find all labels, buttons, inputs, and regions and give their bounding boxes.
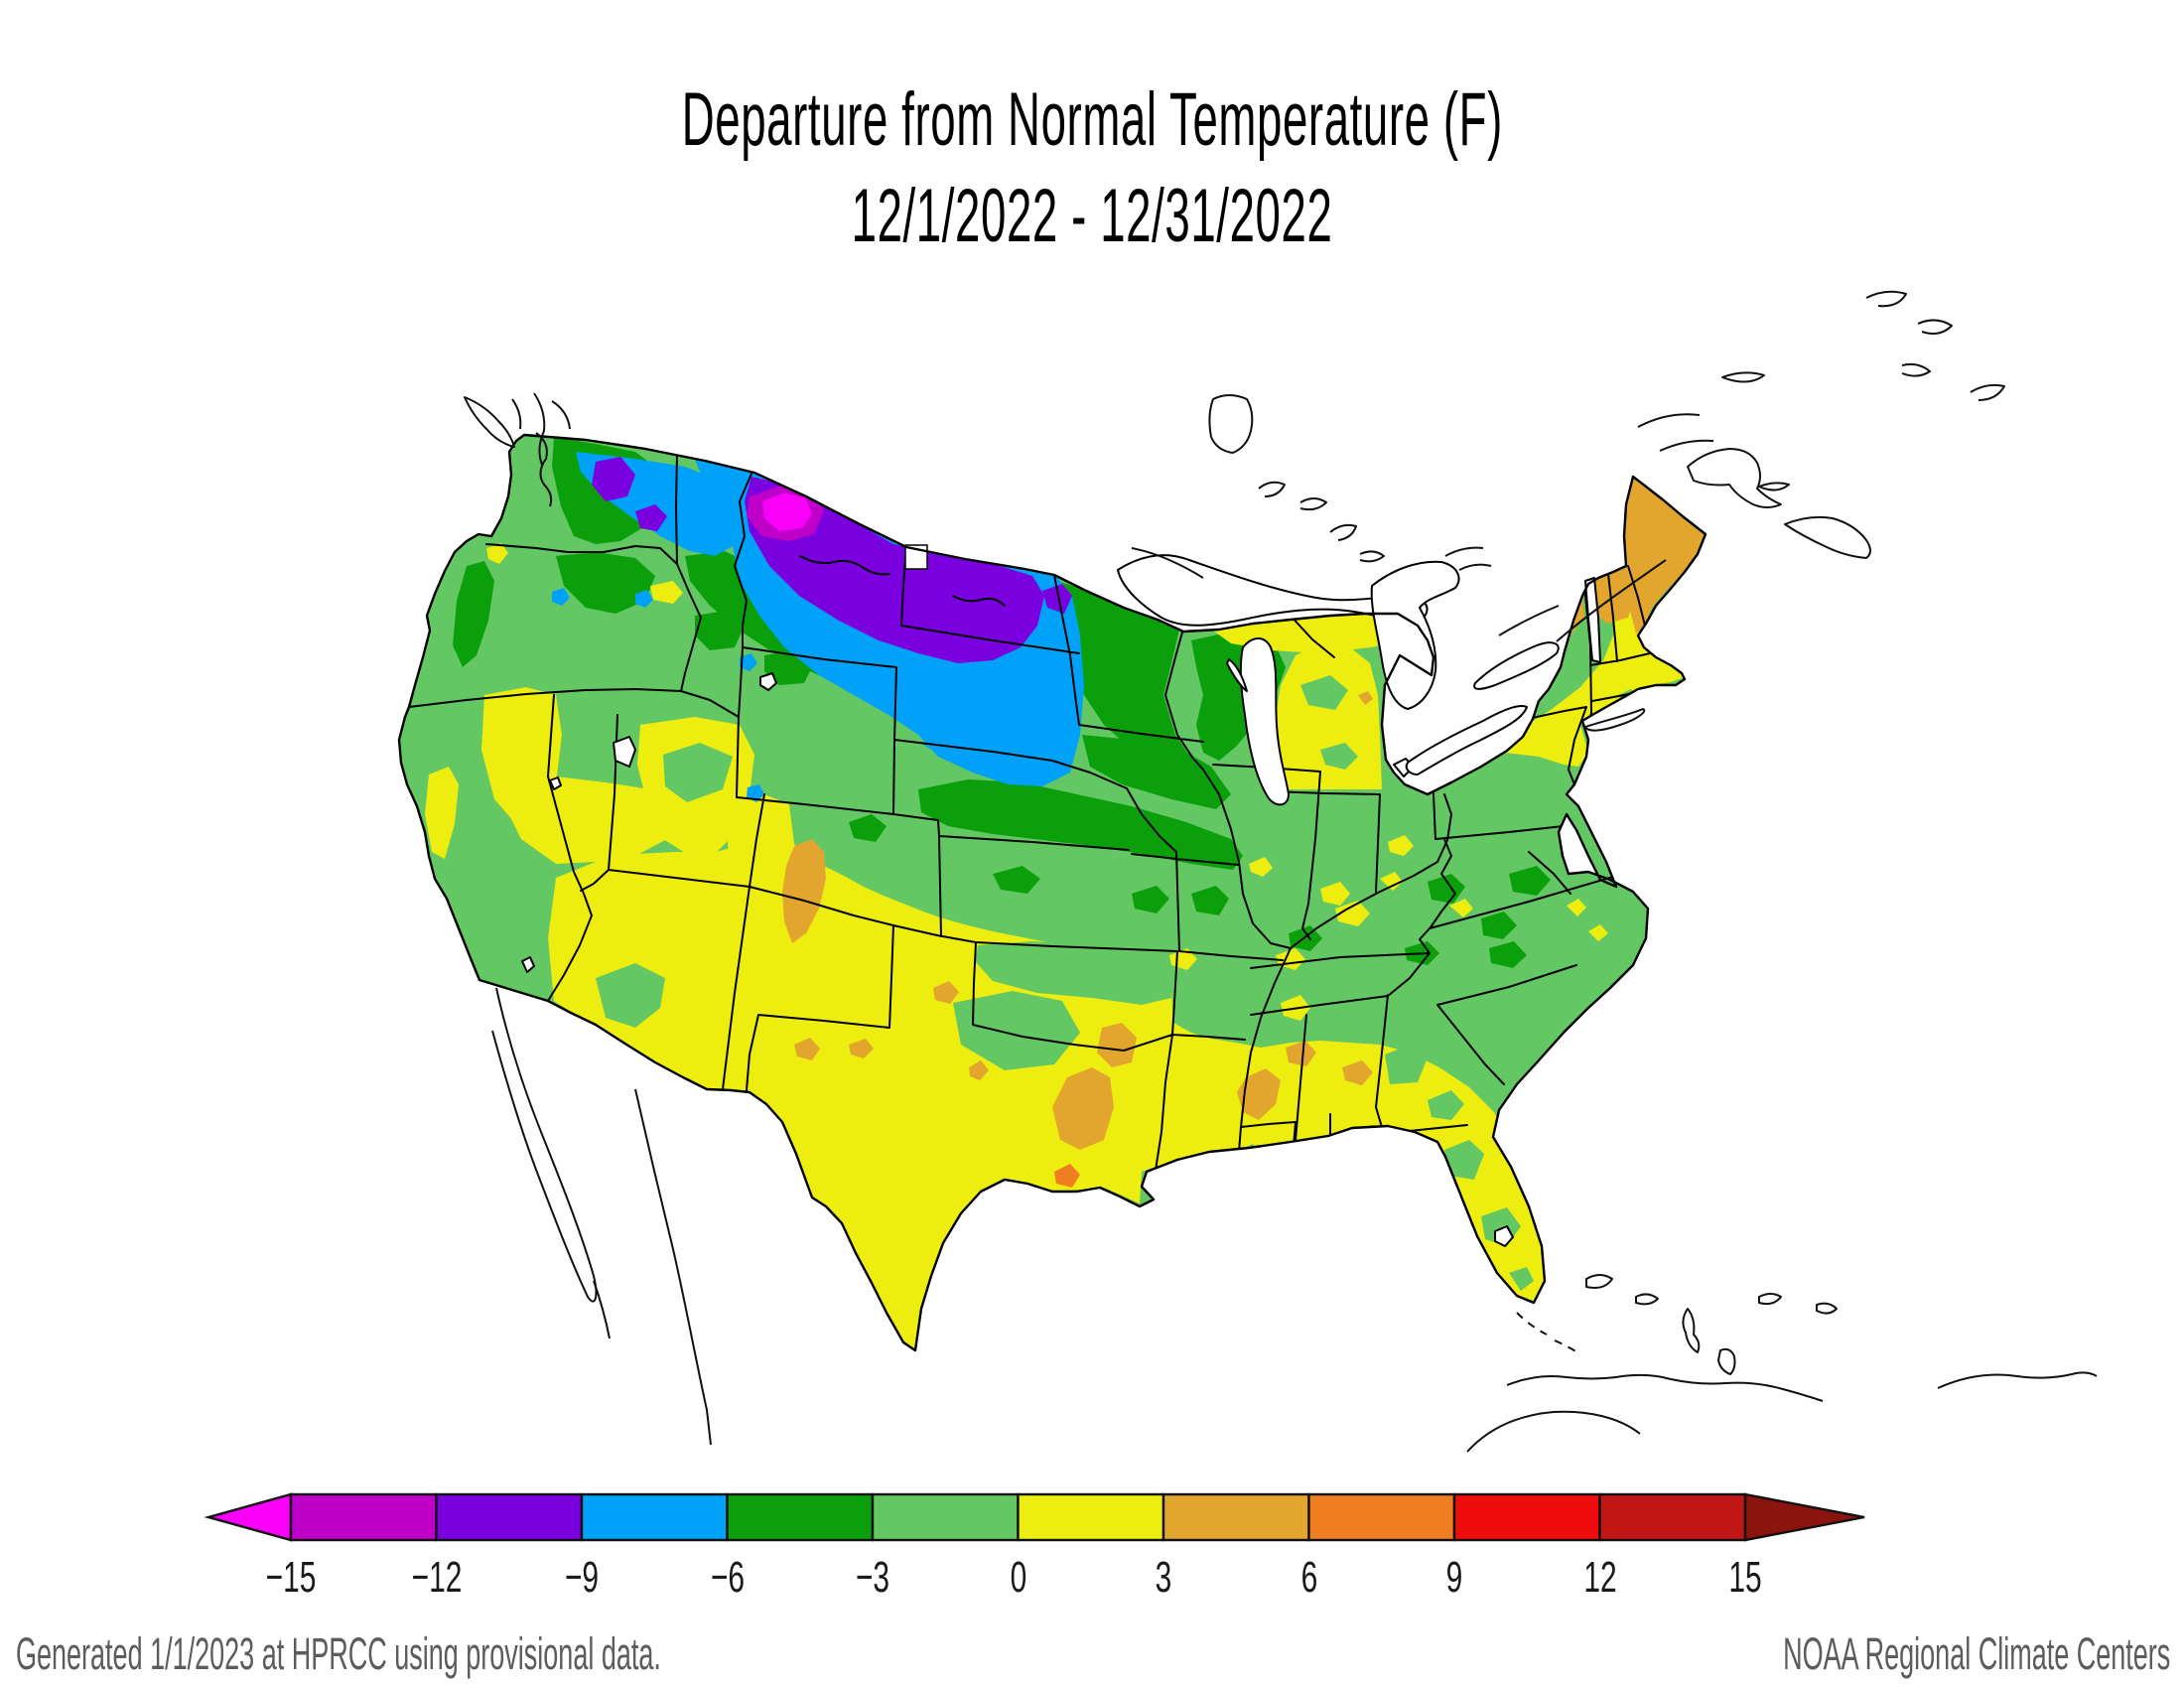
mexico-coastline [491, 987, 1641, 1453]
chart-title: Departure from Normal Temperature (F) [681, 77, 1503, 162]
salton-sea [521, 956, 535, 973]
legend-tick-15: 15 [1728, 1553, 1762, 1602]
neg12-neg9-patches [592, 457, 1072, 663]
legend-tick-labels: −15 −12 −9 −6 −3 0 3 6 9 12 15 [0, 1553, 2184, 1603]
legend-tick-−12: −12 [411, 1553, 462, 1602]
lake-okeechobee [1494, 1225, 1514, 1247]
yellowstone-lake [759, 672, 777, 691]
legend-tick-6: 6 [1300, 1553, 1317, 1602]
lake-erie [1405, 705, 1528, 775]
canada-coastline [464, 290, 2005, 642]
green-bay [1226, 658, 1248, 692]
legend-tick-−6: −6 [710, 1553, 745, 1602]
legend-segment-neg6-neg3 [726, 1492, 875, 1542]
legend-segment-6-9 [1307, 1492, 1456, 1542]
legend-segment-neg12-neg9 [435, 1492, 584, 1542]
caribbean-coastline [1506, 1274, 2098, 1402]
legend-tick-3: 3 [1155, 1553, 1172, 1602]
legend-segment-neg3-0 [871, 1492, 1020, 1542]
lake-tahoe [549, 776, 562, 790]
lake-ontario [1473, 641, 1560, 690]
legend-segment-neg9-neg6 [580, 1492, 729, 1542]
legend-segment-9-12 [1452, 1492, 1601, 1542]
legend-segment-below-neg15 [204, 1492, 293, 1542]
legend-colorbar [204, 1492, 1865, 1542]
legend-segment-above-15 [1743, 1492, 1865, 1542]
legend-tick-9: 9 [1445, 1553, 1463, 1602]
legend-segment-0-3 [1017, 1492, 1165, 1542]
us-fill-region [399, 435, 1706, 1350]
legend-tick-−3: −3 [855, 1553, 890, 1602]
title-block: Departure from Normal Temperature (F) 12… [0, 71, 2184, 265]
great-salt-lake [613, 736, 636, 768]
legend-tick-0: 0 [1010, 1553, 1026, 1602]
legend-tick-12: 12 [1582, 1553, 1617, 1602]
legend-segment-12-15 [1598, 1492, 1747, 1542]
chart-subtitle: 12/1/2022 - 12/31/2022 [851, 174, 1333, 259]
long-island [1584, 708, 1646, 732]
legend-segment-3-6 [1161, 1492, 1310, 1542]
color-scale-legend: −15 −12 −9 −6 −3 0 3 6 9 12 15 [0, 1487, 2184, 1602]
neg3-0-overlay-patches [596, 675, 1638, 1298]
legend-segment-neg15-neg12 [289, 1492, 438, 1542]
below-neg15-patch [762, 492, 812, 531]
credit-text: NOAA Regional Climate Centers [1782, 1628, 2170, 1679]
river-lines [799, 555, 1006, 607]
legend-tick-−15: −15 [265, 1553, 317, 1602]
legend-tick-−9: −9 [564, 1553, 600, 1602]
lake-huron [1370, 560, 1460, 710]
us-outline [397, 433, 1707, 1352]
lake-michigan [1239, 637, 1290, 806]
generated-note: Generated 1/1/2023 at HPRCC using provis… [16, 1628, 661, 1679]
lake-champlain [1584, 577, 1601, 663]
